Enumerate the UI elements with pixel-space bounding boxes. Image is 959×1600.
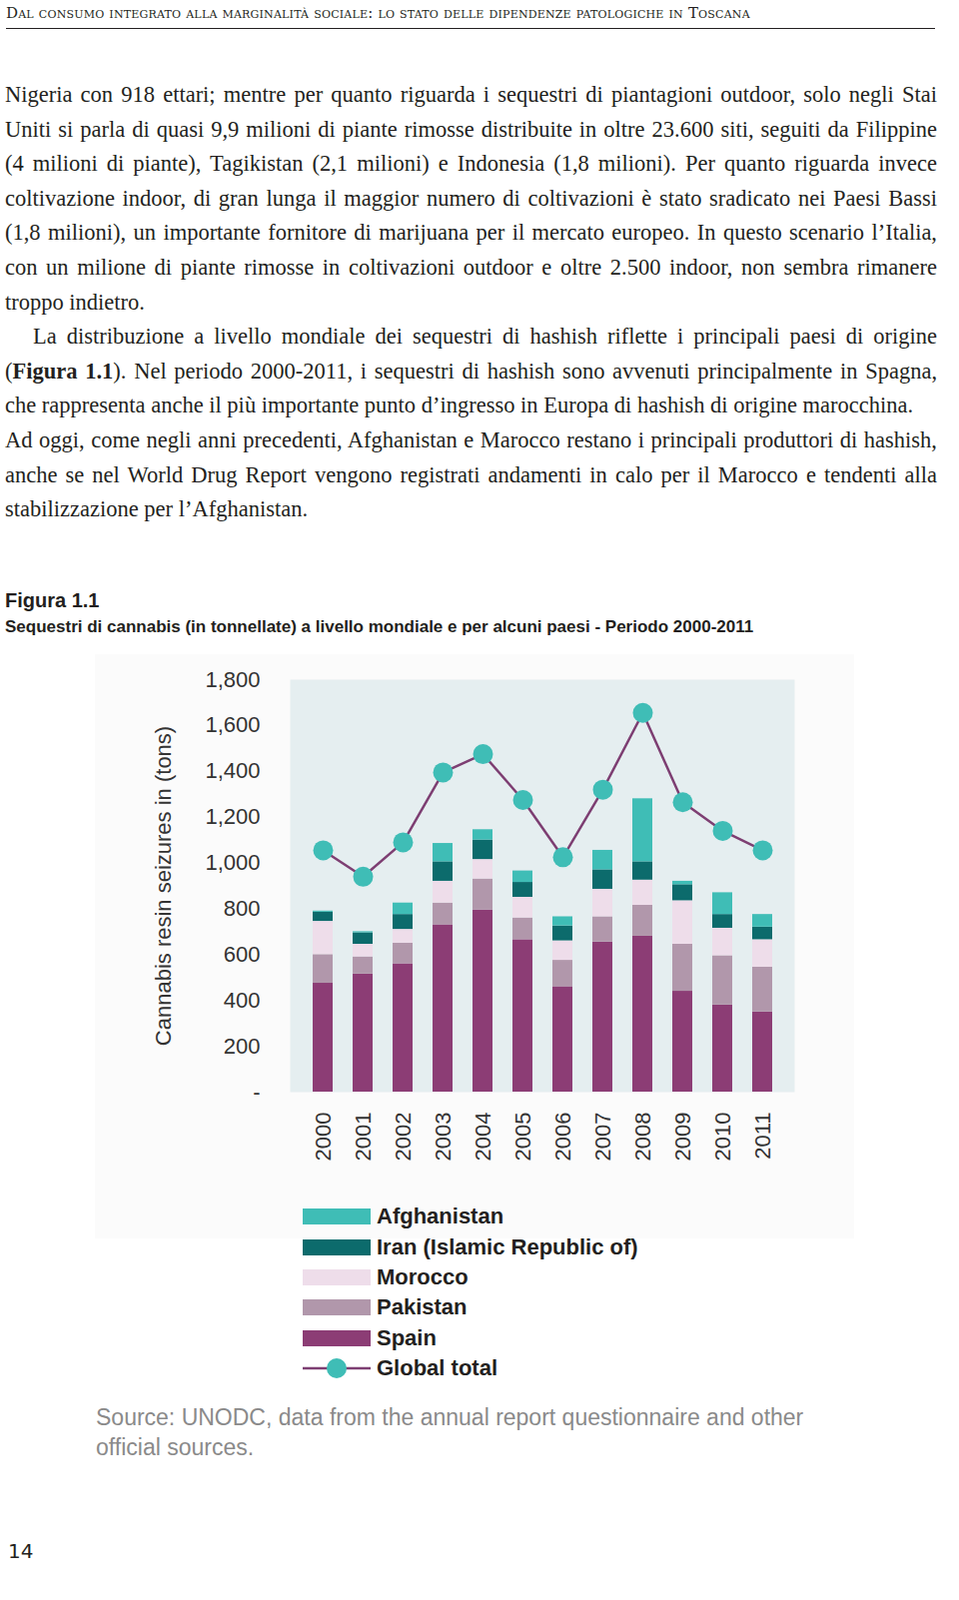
html-text:La distribuzione a livello mon: La distribuzione a livello mondiale dei …: [4, 323, 938, 418]
svg-text:2009: 2009: [670, 1112, 696, 1162]
svg-text:800: 800: [223, 896, 261, 922]
html-text:Nigeria con 918 ettari; mentre: Nigeria con 918 ettari; mentre per quant…: [4, 81, 938, 315]
svg-text:2002: 2002: [390, 1112, 416, 1162]
svg-text:Cannabis resin seizures in (to: Cannabis resin seizures in (tons): [150, 726, 176, 1046]
html-text:Dal consumo integrato alla mar: Dal consumo integrato alla marginalità s…: [5, 3, 751, 22]
html-text:Figura 1.1: Figura 1.1: [4, 589, 100, 612]
svg-text:1,000: 1,000: [204, 850, 260, 876]
svg-text:1,200: 1,200: [204, 804, 260, 830]
svg-text:2011: 2011: [750, 1112, 776, 1160]
svg-text:2004: 2004: [470, 1112, 496, 1162]
svg-text:200: 200: [223, 1033, 261, 1059]
svg-text:-: -: [252, 1079, 260, 1105]
svg-text:400: 400: [223, 987, 261, 1013]
svg-text:2006: 2006: [550, 1112, 576, 1162]
svg-text:1,400: 1,400: [204, 758, 260, 784]
html-text:Spain: Spain: [376, 1325, 437, 1351]
svg-text:2001: 2001: [350, 1112, 376, 1162]
svg-text:2003: 2003: [430, 1112, 456, 1162]
svg-text:2010: 2010: [710, 1112, 736, 1162]
html-text:Morocco: Morocco: [376, 1264, 469, 1290]
svg-text:1,600: 1,600: [204, 712, 260, 738]
html-text:Ad oggi, come negli anni prece: Ad oggi, come negli anni precedenti, Afg…: [4, 427, 938, 522]
svg-text:2008: 2008: [630, 1112, 656, 1162]
html-text:Iran (Islamic Republic of): Iran (Islamic Republic of): [376, 1234, 638, 1260]
svg-text:2007: 2007: [590, 1112, 616, 1162]
html-text:Global total: Global total: [376, 1355, 498, 1381]
html-text:14: 14: [7, 1539, 34, 1564]
svg-text:600: 600: [223, 942, 261, 967]
html-text:Sequestri di cannabis (in tonn: Sequestri di cannabis (in tonnellate) a …: [4, 617, 754, 637]
html-text:Source: UNODC, data from the a: Source: UNODC, data from the annual repo…: [95, 1404, 804, 1461]
svg-text:1,800: 1,800: [204, 667, 260, 693]
html-text:Pakistan: Pakistan: [376, 1295, 468, 1321]
html-text:Afghanistan: Afghanistan: [376, 1203, 504, 1229]
svg-text:2005: 2005: [510, 1112, 536, 1162]
svg-text:2000: 2000: [310, 1112, 336, 1162]
